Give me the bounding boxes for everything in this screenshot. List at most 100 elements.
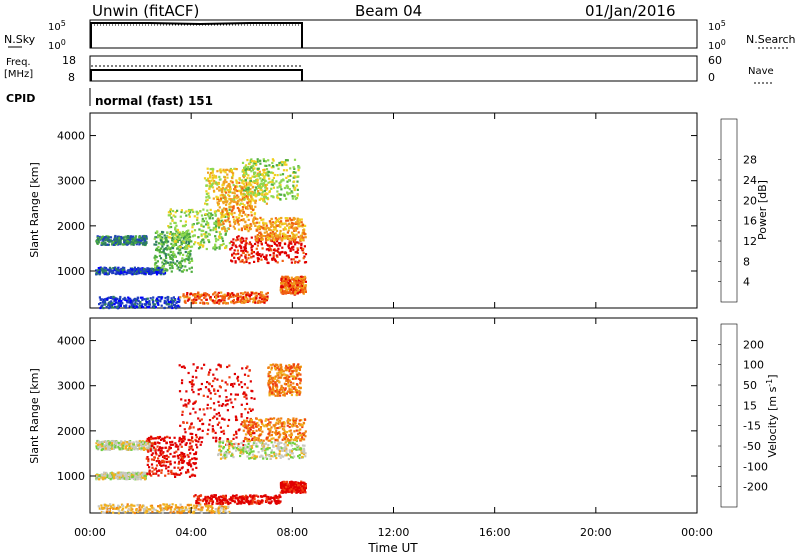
- power-cell: [192, 298, 196, 301]
- velocity-cell: [153, 472, 156, 475]
- power-cell: [302, 286, 305, 289]
- power-cell: [254, 171, 257, 174]
- power-cell: [163, 306, 166, 310]
- power-cell: [174, 228, 177, 231]
- power-cell: [263, 177, 266, 180]
- power-cell: [168, 255, 172, 258]
- velocity-cell: [183, 366, 186, 369]
- power-cell: [154, 254, 157, 257]
- velocity-cell: [182, 509, 185, 512]
- velocity-cell: [181, 379, 184, 382]
- power-cell: [106, 243, 109, 246]
- power-cell: [242, 297, 245, 300]
- velocity-cell: [232, 497, 235, 500]
- velocity-cell: [210, 499, 213, 502]
- power-cell: [271, 161, 274, 165]
- velocity-cell: [236, 502, 239, 505]
- velocity-cell: [224, 457, 227, 460]
- velocity-cell: [216, 417, 219, 420]
- beam-title: Beam 04: [355, 2, 422, 20]
- velocity-cell: [287, 441, 291, 444]
- power-ytick-label: 3000: [57, 175, 85, 188]
- power-cell: [300, 242, 303, 245]
- power-cell: [104, 267, 108, 270]
- power-cell: [167, 300, 170, 303]
- power-cell: [293, 281, 296, 284]
- power-cell: [112, 269, 115, 272]
- power-cell: [224, 229, 227, 233]
- power-cell: [224, 233, 227, 236]
- power-cell: [271, 180, 274, 184]
- power-cell: [297, 169, 300, 172]
- velocity-cell: [170, 469, 173, 472]
- power-cell: [251, 208, 255, 212]
- power-cell: [103, 243, 106, 246]
- power-cell: [189, 235, 192, 238]
- power-cell: [184, 238, 187, 241]
- power-cell: [228, 197, 231, 201]
- velocity-cell: [230, 497, 233, 500]
- velocity-cell: [124, 440, 127, 443]
- velocity-cell: [200, 367, 203, 370]
- power-cell: [292, 258, 295, 261]
- power-cell: [296, 276, 299, 279]
- power-cell: [290, 258, 293, 261]
- power-cell: [273, 173, 276, 177]
- power-cell: [119, 240, 122, 243]
- power-cell: [288, 242, 291, 245]
- power-cell: [254, 195, 258, 198]
- velocity-cell: [135, 472, 138, 475]
- power-cell: [267, 233, 270, 236]
- power-cell: [297, 285, 300, 289]
- power-cell: [150, 271, 153, 274]
- power-cell: [244, 171, 248, 174]
- velocity-cell: [226, 501, 229, 504]
- power-cell: [208, 233, 211, 236]
- velocity-cell: [104, 447, 107, 450]
- power-cell: [242, 170, 245, 173]
- power-cell: [172, 214, 175, 217]
- power-cell: [254, 299, 257, 302]
- power-cell: [129, 239, 132, 242]
- power-cell: [220, 220, 223, 223]
- power-cell: [244, 291, 247, 294]
- power-cell: [285, 169, 288, 172]
- power-cell: [300, 221, 303, 224]
- power-cell: [223, 200, 226, 203]
- velocity-cell: [251, 390, 254, 393]
- power-cell: [219, 211, 222, 215]
- velocity-cell: [199, 494, 203, 497]
- velocity-cell: [241, 452, 244, 455]
- velocity-cell: [142, 508, 145, 511]
- velocity-cell: [268, 447, 271, 450]
- power-cell: [210, 171, 213, 175]
- power-cell: [214, 182, 217, 185]
- velocity-cell: [301, 450, 304, 453]
- power-cell: [111, 242, 114, 245]
- velocity-cell: [197, 440, 200, 443]
- power-cell: [241, 197, 244, 200]
- velocity-cell: [159, 463, 162, 466]
- power-cell: [112, 271, 115, 274]
- velocity-cell: [200, 441, 203, 444]
- velocity-cell: [217, 411, 220, 415]
- power-cell: [282, 228, 285, 231]
- velocity-cell: [230, 499, 233, 502]
- nsky-panel: N.Sky 105 100 N.Search 105 100: [4, 19, 796, 52]
- power-cell: [214, 220, 218, 223]
- power-cell: [258, 231, 261, 234]
- power-cell: [297, 279, 300, 282]
- power-cell: [185, 210, 188, 213]
- velocity-cell: [145, 439, 148, 442]
- power-cell: [200, 243, 203, 246]
- power-cell: [174, 304, 177, 307]
- velocity-cell: [185, 405, 188, 408]
- power-cell: [245, 237, 248, 240]
- power-cell: [276, 235, 279, 238]
- power-cell: [285, 235, 288, 238]
- power-cell: [192, 293, 195, 296]
- power-cell: [115, 297, 118, 300]
- power-cell: [141, 298, 144, 301]
- power-cell: [264, 184, 267, 187]
